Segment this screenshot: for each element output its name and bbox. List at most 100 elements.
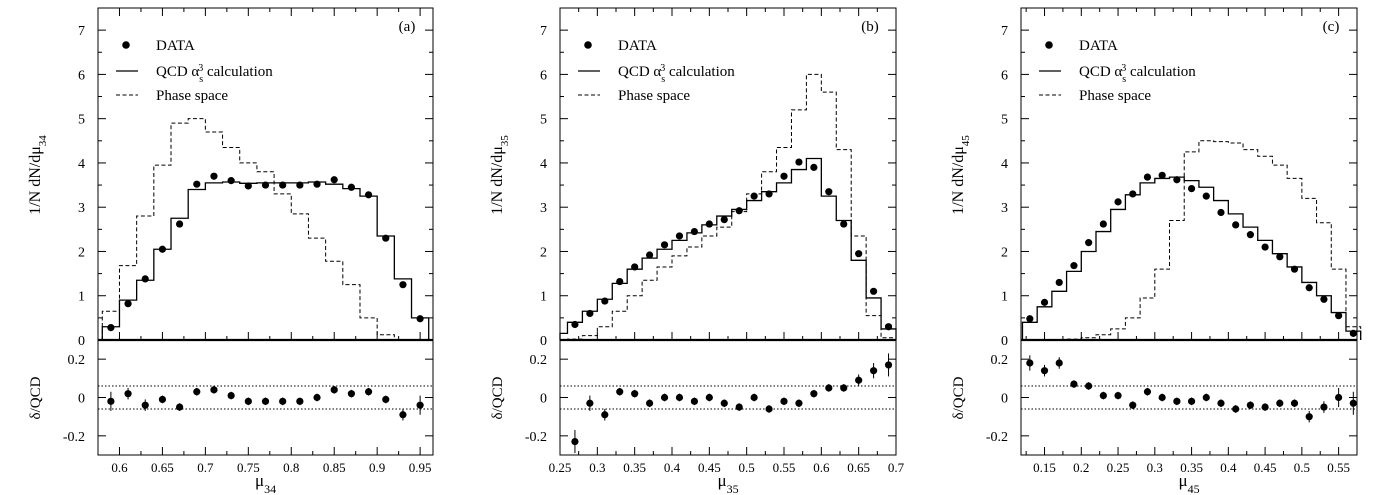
ratio-point: [227, 391, 235, 400]
y-tick-label: 0: [1001, 334, 1008, 349]
y-tick-label: 1: [540, 290, 547, 305]
data-point: [193, 180, 201, 188]
ratio-point: [825, 384, 833, 392]
y-tick-label: 4: [78, 157, 85, 172]
ratio-point: [840, 384, 848, 392]
legend-data-label: DATA: [1079, 38, 1118, 54]
legend-data-label: DATA: [618, 38, 657, 54]
data-point: [1099, 220, 1107, 228]
data-point: [382, 234, 390, 242]
y-tick-label: 1: [1001, 290, 1008, 305]
x-tick-label: 0.85: [323, 460, 346, 475]
data-point: [795, 158, 803, 166]
ratio-point: [884, 361, 893, 369]
data-point: [884, 323, 893, 331]
x-tick-label: 0.4: [664, 460, 681, 475]
data-point: [313, 180, 321, 188]
legend-data-label: DATA: [156, 38, 195, 54]
x-tick-label: 0.3: [1147, 460, 1163, 475]
ratio-point: [660, 393, 669, 402]
main-plot-frame: [559, 7, 897, 341]
x-tick-label: 0.75: [237, 460, 260, 475]
qcd-series: [101, 181, 430, 340]
y-tick-label: 6: [1001, 68, 1008, 83]
panel-label: (b): [861, 19, 879, 35]
ratio-point: [1349, 399, 1357, 407]
data-point: [646, 251, 654, 259]
y-tick-label: 4: [540, 157, 547, 172]
y-tick-label: 2: [1001, 245, 1008, 260]
data-point: [296, 181, 304, 189]
data-point: [705, 220, 713, 228]
ratio-point: [313, 393, 321, 402]
phase-space-series: [560, 73, 897, 341]
data-point: [1085, 239, 1093, 247]
chart-panel-1: 0 1 2 3 4 5 6 7 -0.2 0 0.2 0.6 0.65 0.7 0.75 0.8 0.85 0.9…: [27, 7, 434, 495]
ratio-plot-frame: [559, 339, 897, 456]
x-tick-label: 0.65: [151, 460, 174, 475]
x-tick-label: 0.45: [698, 460, 721, 475]
ratio-point: [750, 393, 758, 402]
data-point: [1055, 278, 1063, 287]
ratio-point: [601, 411, 609, 419]
x-tick-label: 0.2: [1073, 460, 1089, 475]
y-tick-label: 7: [1001, 24, 1008, 39]
ratio-point: [616, 388, 624, 396]
data-point: [571, 320, 579, 329]
x-tick-label: 0.65: [847, 460, 870, 475]
data-point: [330, 176, 338, 184]
x-tick-label: 0.95: [409, 460, 432, 475]
data-point: [1158, 171, 1166, 179]
y-tick-label: 6: [78, 68, 85, 83]
data-point: [347, 183, 355, 191]
data-point: [1261, 243, 1269, 251]
data-point: [675, 232, 684, 240]
ratio-y-tick-label: 0: [540, 392, 547, 407]
x-axis-label: μ34: [255, 471, 276, 495]
ratio-y-tick-label: 0.2: [68, 353, 86, 368]
data-point: [1173, 176, 1181, 184]
ratio-point: [646, 399, 654, 407]
ratio-point: [1143, 388, 1152, 396]
y-axis-label: 1/N dN/dμ35: [489, 135, 511, 215]
x-axis-label: μ35: [717, 471, 738, 495]
main-plot-frame: [97, 7, 434, 341]
ratio-point: [720, 399, 728, 407]
data-point: [810, 163, 818, 171]
ratio-point: [690, 397, 699, 405]
ratio-point: [1246, 401, 1254, 409]
data-point: [601, 297, 609, 305]
data-point: [1335, 312, 1343, 320]
ratio-point: [675, 393, 684, 402]
x-tick-label: 0.55: [773, 460, 796, 475]
ratio-point: [1099, 391, 1107, 400]
phase-space-series: [101, 118, 429, 341]
ratio-y-tick-label: 0.2: [530, 353, 548, 368]
ratio-point: [347, 390, 355, 398]
data-point: [1143, 173, 1152, 181]
ratio-point: [1290, 399, 1299, 407]
data-point: [1129, 190, 1137, 198]
panel-label: (c): [1323, 19, 1340, 35]
x-tick-label: 0.45: [1254, 460, 1277, 475]
ratio-point: [176, 403, 184, 411]
data-point: [631, 263, 639, 271]
ratio-point: [870, 367, 878, 375]
ratio-point: [1085, 382, 1093, 390]
ratio-point: [1114, 391, 1122, 400]
data-point: [124, 300, 132, 308]
x-tick-label: 0.25: [1107, 460, 1130, 475]
data-point: [1040, 298, 1049, 306]
data-point: [1305, 284, 1313, 292]
ratio-point: [364, 388, 373, 396]
ratio-point: [1187, 397, 1196, 405]
ratio-point: [1305, 413, 1313, 421]
legend-phase-label: Phase space: [618, 88, 690, 104]
x-axis-label: μ45: [1178, 471, 1199, 495]
x-tick-label: 0.55: [1327, 460, 1350, 475]
x-tick-label: 0.8: [283, 460, 299, 475]
ratio-point: [193, 388, 201, 396]
x-tick-label: 0.7: [197, 460, 214, 475]
ratio-point: [210, 386, 218, 394]
data-point: [870, 287, 878, 295]
